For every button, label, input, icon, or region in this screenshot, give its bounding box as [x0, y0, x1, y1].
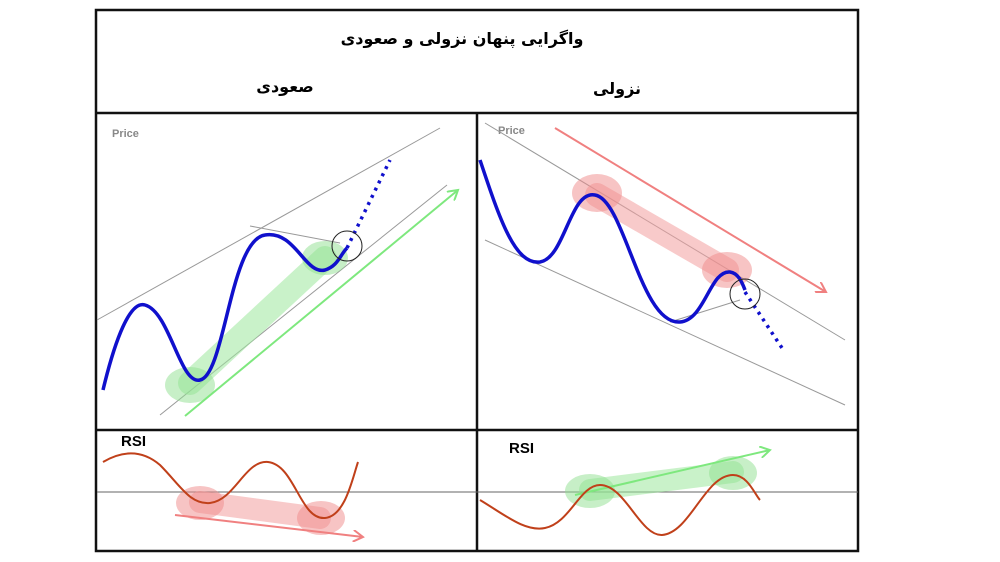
bullish-rsi-chart: RSI: [102, 433, 363, 537]
bearish-price-chart: Price: [478, 122, 846, 406]
title: واگرایی پنهان نزولی و صعودی: [341, 29, 584, 49]
table-frame: [94, 8, 860, 553]
price-label: Price: [112, 128, 139, 140]
rsi-label: RSI: [121, 433, 146, 450]
price-label: Price: [498, 125, 525, 137]
rsi-label: RSI: [509, 440, 534, 457]
bearish-header: نزولی: [593, 79, 641, 98]
bullish-header: صعودی: [256, 77, 313, 96]
bearish-rsi-chart: RSI: [479, 440, 770, 537]
bullish-price-chart: Price: [96, 127, 458, 417]
